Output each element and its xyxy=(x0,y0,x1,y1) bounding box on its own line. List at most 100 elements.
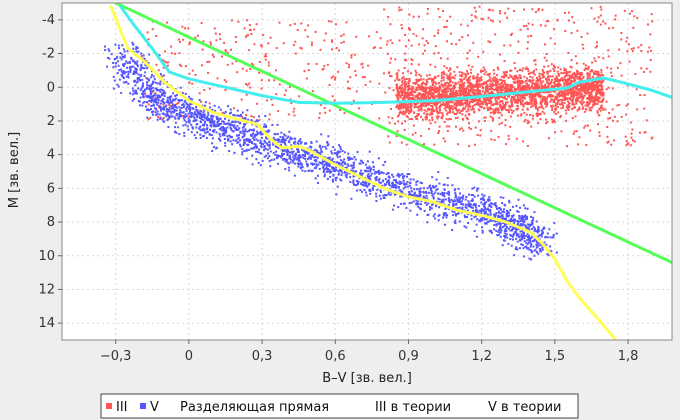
giant-point xyxy=(444,140,447,143)
main-sequence-point xyxy=(316,174,319,177)
giant-point xyxy=(500,121,503,124)
giant-point xyxy=(469,81,472,84)
giant-point xyxy=(514,67,517,70)
main-sequence-point xyxy=(297,148,300,151)
main-sequence-point xyxy=(139,69,142,72)
giant-point xyxy=(421,86,424,89)
main-sequence-point xyxy=(253,135,256,138)
giant-point xyxy=(418,113,421,116)
giant-point xyxy=(324,32,327,35)
giant-point xyxy=(559,68,562,71)
giant-point xyxy=(555,102,558,105)
giant-point xyxy=(447,111,450,114)
giant-point xyxy=(422,90,425,93)
giant-point xyxy=(310,44,313,47)
giant-point xyxy=(567,11,570,14)
main-sequence-point xyxy=(480,217,483,220)
giant-point xyxy=(539,101,542,104)
giant-point xyxy=(564,68,567,71)
main-sequence-point xyxy=(531,221,534,224)
giant-point xyxy=(545,97,548,100)
giant-point xyxy=(202,40,205,43)
giant-point xyxy=(531,96,534,99)
giant-point xyxy=(243,27,246,30)
giant-point xyxy=(528,92,531,95)
giant-point xyxy=(441,112,444,115)
main-sequence-point xyxy=(471,187,474,190)
giant-point xyxy=(453,96,456,99)
main-sequence-point xyxy=(313,156,316,159)
main-sequence-point xyxy=(198,127,201,130)
main-sequence-point xyxy=(357,182,360,185)
giant-point xyxy=(525,77,528,80)
giant-point xyxy=(575,98,578,101)
main-sequence-point xyxy=(140,87,143,90)
giant-point xyxy=(389,23,392,26)
main-sequence-point xyxy=(415,194,418,197)
giant-point xyxy=(557,72,560,75)
giant-point xyxy=(398,78,401,81)
giant-point xyxy=(620,74,623,77)
giant-point xyxy=(524,94,527,97)
main-sequence-point xyxy=(229,136,232,139)
giant-point xyxy=(649,33,652,36)
main-sequence-point xyxy=(203,129,206,132)
main-sequence-point xyxy=(530,258,533,261)
main-sequence-point xyxy=(150,97,153,100)
main-sequence-point xyxy=(471,199,474,202)
main-sequence-point xyxy=(511,219,514,222)
giant-point xyxy=(512,77,515,80)
main-sequence-point xyxy=(120,58,123,61)
main-sequence-point xyxy=(166,112,169,115)
giant-point xyxy=(372,47,375,50)
giant-point xyxy=(490,87,493,90)
giant-point xyxy=(464,102,467,105)
giant-point xyxy=(407,112,410,115)
giant-point xyxy=(563,76,566,79)
main-sequence-point xyxy=(199,125,202,128)
main-sequence-point xyxy=(112,75,115,78)
giant-point xyxy=(400,141,403,144)
main-sequence-point xyxy=(280,156,283,159)
main-sequence-point xyxy=(451,210,454,213)
main-sequence-point xyxy=(219,117,222,120)
giant-point xyxy=(631,10,634,13)
giant-point xyxy=(494,33,497,36)
giant-point xyxy=(558,95,561,98)
giant-point xyxy=(473,104,476,107)
giant-point xyxy=(478,80,481,83)
giant-point xyxy=(162,103,165,106)
giant-point xyxy=(499,103,502,106)
main-sequence-point xyxy=(334,179,337,182)
giant-point xyxy=(191,82,194,85)
giant-point xyxy=(576,76,579,79)
main-sequence-point xyxy=(443,212,446,215)
main-sequence-point xyxy=(526,247,529,250)
main-sequence-point xyxy=(199,129,202,132)
giant-point xyxy=(200,22,203,25)
main-sequence-point xyxy=(332,168,335,171)
giant-point xyxy=(432,97,435,100)
main-sequence-point xyxy=(130,58,133,61)
main-sequence-point xyxy=(406,185,409,188)
main-sequence-point xyxy=(383,183,386,186)
giant-point xyxy=(551,75,554,78)
main-sequence-point xyxy=(292,161,295,164)
giant-point xyxy=(500,78,503,81)
main-sequence-point xyxy=(306,165,309,168)
giant-point xyxy=(226,63,229,66)
giant-point xyxy=(483,73,486,76)
giant-point xyxy=(486,102,489,105)
main-sequence-point xyxy=(458,220,461,223)
main-sequence-point xyxy=(317,163,320,166)
main-sequence-point xyxy=(153,104,156,107)
main-sequence-point xyxy=(141,67,144,70)
giant-point xyxy=(402,110,405,113)
main-sequence-point xyxy=(207,111,210,114)
giant-point xyxy=(554,79,557,82)
main-sequence-point xyxy=(494,220,497,223)
giant-point xyxy=(513,9,516,12)
main-sequence-point xyxy=(258,115,261,118)
giant-point xyxy=(546,95,549,98)
